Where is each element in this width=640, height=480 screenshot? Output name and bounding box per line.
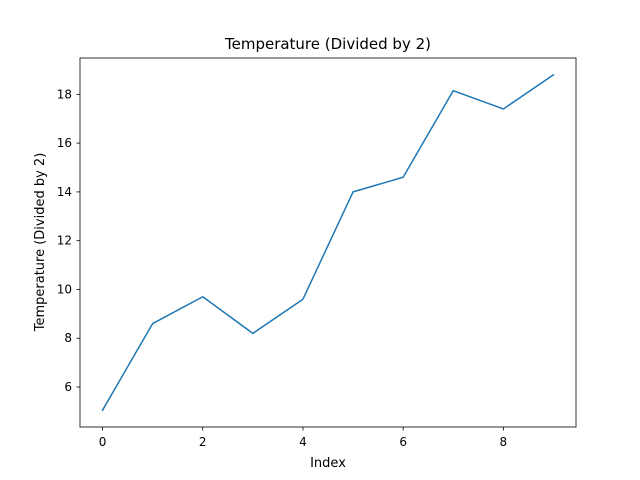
y-tick-label: 18 [57, 87, 72, 101]
y-tick-label: 6 [64, 380, 72, 394]
x-tick-label: 2 [199, 435, 207, 449]
x-tick-label: 6 [399, 435, 407, 449]
x-tick-label: 4 [299, 435, 307, 449]
y-tick-label: 8 [64, 331, 72, 345]
x-tick-label: 0 [99, 435, 107, 449]
x-tick-label: 8 [500, 435, 508, 449]
plot-area [80, 58, 576, 427]
y-tick-label: 12 [57, 234, 72, 248]
x-axis-label: Index [310, 456, 346, 471]
y-tick-label: 16 [57, 136, 72, 150]
y-axis-ticks: 6 8 10 12 14 16 18 [57, 87, 80, 394]
y-tick-label: 14 [57, 185, 72, 199]
axes-frame [79, 57, 577, 428]
chart-title: Temperature (Divided by 2) [224, 35, 431, 53]
x-axis-ticks: 0 2 4 6 8 [99, 427, 507, 449]
series-line [101, 73, 555, 412]
y-tick-label: 10 [57, 282, 72, 296]
y-axis-label: Temperature (Divided by 2) [33, 153, 48, 333]
